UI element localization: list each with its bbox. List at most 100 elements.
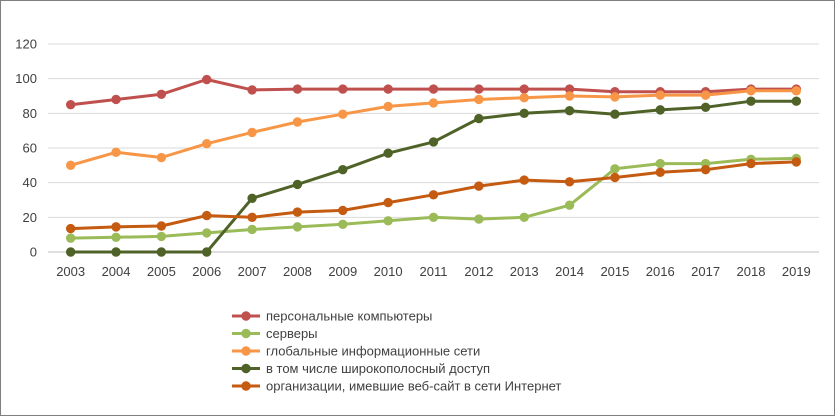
data-point [428, 212, 439, 223]
data-point [564, 177, 575, 187]
data-point [655, 90, 665, 100]
data-point [519, 212, 529, 223]
data-point [564, 200, 575, 210]
data-point [338, 164, 348, 175]
data-point [519, 93, 529, 103]
legend-label: глобальные информационные сети [266, 344, 480, 359]
x-tick-label: 2012 [464, 264, 493, 279]
data-point [428, 137, 439, 147]
data-point [383, 84, 393, 94]
x-tick-label: 2010 [374, 264, 403, 279]
data-point [791, 96, 802, 106]
data-point [111, 94, 121, 105]
y-tick-label: 0 [30, 245, 37, 260]
data-point [156, 247, 167, 257]
data-point [746, 86, 756, 96]
x-tick-label: 2013 [510, 264, 539, 279]
x-tick-label: 2004 [102, 264, 131, 279]
series-line [69, 99, 798, 254]
data-point [292, 84, 303, 94]
data-point [65, 247, 76, 257]
x-tick-label: 2014 [555, 264, 584, 279]
x-tick-label: 2005 [147, 264, 176, 279]
data-point [610, 92, 620, 102]
data-point [111, 147, 121, 158]
data-point [156, 221, 167, 231]
data-point [610, 164, 620, 174]
data-point [247, 212, 257, 223]
data-point [564, 91, 575, 101]
data-point [655, 105, 665, 115]
data-point [202, 138, 212, 149]
data-point [338, 109, 348, 119]
x-tick-label: 2008 [283, 264, 312, 279]
data-point [791, 157, 802, 167]
y-tick-label: 120 [15, 37, 37, 52]
data-point [247, 193, 257, 203]
data-point [519, 175, 529, 185]
y-tick-label: 20 [23, 210, 37, 225]
data-point [247, 127, 257, 138]
data-point [519, 108, 529, 119]
data-point [156, 231, 167, 242]
x-tick-label: 2009 [328, 264, 357, 279]
x-tick-label: 2016 [646, 264, 675, 279]
data-point [292, 222, 303, 232]
y-tick-label: 100 [15, 71, 37, 86]
data-point [791, 86, 802, 96]
data-point [202, 210, 212, 221]
data-point [65, 160, 76, 171]
data-point [746, 96, 756, 106]
legend-marker [241, 346, 251, 356]
data-point [610, 172, 620, 183]
data-point [292, 207, 303, 217]
data-point [292, 179, 303, 190]
data-point [338, 219, 348, 229]
data-point [247, 85, 257, 95]
data-point [474, 84, 484, 94]
data-point [474, 113, 484, 124]
y-tick-label: 60 [23, 141, 37, 156]
data-point [65, 223, 76, 234]
data-point [474, 94, 484, 105]
legend-label: в том числе широкополосный доступ [266, 361, 490, 376]
data-point [564, 106, 575, 116]
data-point [338, 205, 348, 216]
x-tick-label: 2018 [737, 264, 766, 279]
x-tick-label: 2019 [782, 264, 811, 279]
x-tick-label: 2017 [691, 264, 720, 279]
data-point [338, 84, 348, 94]
data-point [383, 101, 393, 112]
data-point [111, 222, 121, 232]
data-point [428, 190, 439, 200]
data-point [428, 98, 439, 108]
data-point [428, 84, 439, 94]
legend-marker [241, 363, 251, 374]
data-point [202, 247, 212, 257]
data-point [383, 197, 393, 208]
data-point [292, 117, 303, 127]
data-point [474, 214, 484, 224]
data-point [65, 99, 76, 110]
legend-label: персональные компьютеры [266, 309, 432, 324]
x-tick-label: 2006 [192, 264, 221, 279]
y-tick-label: 80 [23, 106, 37, 121]
data-point [746, 158, 756, 169]
data-point [383, 148, 393, 158]
data-point [65, 233, 76, 243]
data-point [111, 232, 121, 242]
data-point [700, 102, 711, 112]
y-tick-label: 40 [23, 175, 37, 190]
data-point [655, 158, 665, 169]
data-point [156, 152, 167, 163]
data-point [247, 224, 257, 235]
data-point [610, 109, 620, 119]
data-point [111, 247, 121, 257]
legend-marker [241, 381, 251, 391]
legend-label: серверы [266, 326, 318, 341]
data-point [156, 89, 167, 99]
data-point [700, 164, 711, 175]
data-point [202, 74, 212, 85]
